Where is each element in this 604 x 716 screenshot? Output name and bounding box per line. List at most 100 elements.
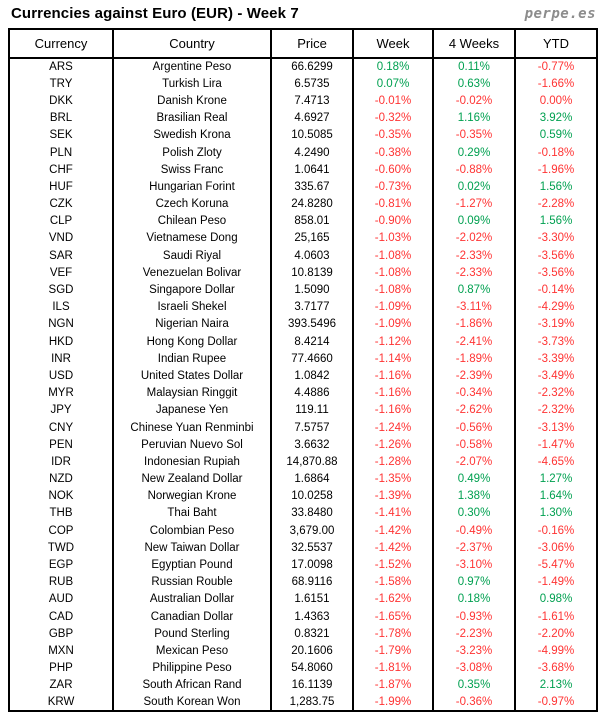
cell-country: Chilean Peso [112, 212, 272, 230]
titlebar: Currencies against Euro (EUR) - Week 7 p… [0, 0, 604, 28]
cell-code: IDR [8, 453, 114, 471]
cell-country: Philippine Peso [112, 659, 272, 677]
cell-week: -1.26% [352, 436, 434, 454]
cell-four_weeks: 0.29% [432, 143, 516, 162]
cell-country: Danish Krone [112, 92, 272, 110]
table-row: RUB Russian Rouble 68.9116 -1.58% 0.97% -1.49… [8, 573, 598, 591]
cell-ytd: -3.30% [514, 229, 598, 248]
cell-price: 17.0098 [270, 556, 354, 574]
cell-price: 1,283.75 [270, 693, 354, 712]
cell-country: Mexican Peso [112, 642, 272, 660]
cell-code: NOK [8, 487, 114, 505]
cell-price: 10.8139 [270, 264, 354, 282]
cell-four_weeks: -0.35% [432, 126, 516, 144]
cell-code: KRW [8, 693, 114, 712]
cell-country: Chinese Yuan Renminbi [112, 418, 272, 437]
cell-ytd: -3.56% [514, 264, 598, 282]
cell-week: -0.90% [352, 212, 434, 230]
cell-code: PHP [8, 659, 114, 677]
cell-country: Hungarian Forint [112, 178, 272, 196]
cell-ytd: -3.49% [514, 367, 598, 385]
table-row: IDR Indonesian Rupiah 14,870.88 -1.28% -2.07… [8, 453, 598, 471]
table-row: TRY Turkish Lira 6.5735 0.07% 0.63% -1.66% [8, 75, 598, 93]
cell-code: HUF [8, 178, 114, 196]
cell-country: Pound Sterling [112, 625, 272, 643]
cell-ytd: -4.29% [514, 298, 598, 316]
cell-week: 0.07% [352, 75, 434, 93]
cell-ytd: -0.16% [514, 522, 598, 540]
cell-four_weeks: -3.11% [432, 298, 516, 316]
cell-price: 25,165 [270, 229, 354, 248]
cell-code: MXN [8, 642, 114, 660]
cell-price: 858.01 [270, 212, 354, 230]
cell-price: 3.7177 [270, 298, 354, 316]
site-logo: perpe.es [524, 6, 596, 22]
cell-code: PLN [8, 143, 114, 162]
table-row: PEN Peruvian Nuevo Sol 3.6632 -1.26% -0.58% -… [8, 436, 598, 454]
cell-price: 77.4660 [270, 350, 354, 368]
cell-code: JPY [8, 401, 114, 419]
cell-country: Egyptian Pound [112, 556, 272, 574]
cell-ytd: -3.13% [514, 418, 598, 437]
cell-code: CLP [8, 212, 114, 230]
table-row: SGD Singapore Dollar 1.5090 -1.08% 0.87% -0.1… [8, 281, 598, 299]
column-header-week: Week [352, 28, 434, 59]
cell-price: 1.0641 [270, 161, 354, 179]
cell-ytd: -2.32% [514, 401, 598, 419]
cell-price: 32.5537 [270, 539, 354, 557]
cell-country: Malaysian Ringgit [112, 384, 272, 402]
cell-week: -1.08% [352, 281, 434, 299]
cell-four_weeks: -1.86% [432, 315, 516, 333]
cell-code: HKD [8, 333, 114, 351]
cell-price: 1.4363 [270, 608, 354, 626]
cell-week: -1.39% [352, 487, 434, 505]
header-row: Currency Country Price Week 4 Weeks YTD [8, 28, 598, 59]
cell-ytd: -4.65% [514, 453, 598, 471]
cell-four_weeks: -1.89% [432, 350, 516, 368]
table-row: NGN Nigerian Naira 393.5496 -1.09% -1.86% -3.… [8, 315, 598, 333]
cell-ytd: 0.98% [514, 590, 598, 608]
cell-four_weeks: -0.34% [432, 384, 516, 402]
table-row: KRW South Korean Won 1,283.75 -1.99% -0.36% -… [8, 693, 598, 712]
cell-price: 10.0258 [270, 487, 354, 505]
table-row: GBP Pound Sterling 0.8321 -1.78% -2.23% -2.20… [8, 625, 598, 643]
cell-week: -1.87% [352, 676, 434, 694]
cell-country: Israeli Shekel [112, 298, 272, 316]
cell-country: Indian Rupee [112, 350, 272, 368]
cell-four_weeks: -2.41% [432, 333, 516, 351]
cell-four_weeks: 1.16% [432, 109, 516, 127]
cell-price: 33.8480 [270, 504, 354, 523]
cell-country: Vietnamese Dong [112, 229, 272, 248]
cell-code: SEK [8, 126, 114, 144]
table-row: AUD Australian Dollar 1.6151 -1.62% 0.18% 0.9… [8, 590, 598, 608]
cell-code: RUB [8, 573, 114, 591]
cell-ytd: -1.61% [514, 608, 598, 626]
cell-four_weeks: -0.88% [432, 161, 516, 179]
cell-week: -1.08% [352, 247, 434, 265]
cell-ytd: -2.20% [514, 625, 598, 643]
table-row: HUF Hungarian Forint 335.67 -0.73% 0.02% 1.56… [8, 178, 598, 196]
cell-country: Canadian Dollar [112, 608, 272, 626]
cell-country: New Taiwan Dollar [112, 539, 272, 557]
cell-week: -1.16% [352, 384, 434, 402]
cell-ytd: -3.56% [514, 247, 598, 265]
table-row: ILS Israeli Shekel 3.7177 -1.09% -3.11% -4.29… [8, 298, 598, 316]
cell-week: -1.16% [352, 367, 434, 385]
cell-four_weeks: -2.37% [432, 539, 516, 557]
cell-code: CZK [8, 195, 114, 213]
cell-country: Venezuelan Bolivar [112, 264, 272, 282]
cell-code: CHF [8, 161, 114, 179]
cell-week: -1.14% [352, 350, 434, 368]
cell-week: -0.73% [352, 178, 434, 196]
cell-price: 10.5085 [270, 126, 354, 144]
cell-four_weeks: -3.23% [432, 642, 516, 660]
cell-ytd: -3.68% [514, 659, 598, 677]
cell-country: Australian Dollar [112, 590, 272, 608]
cell-code: THB [8, 504, 114, 523]
cell-ytd: -0.97% [514, 693, 598, 712]
cell-four_weeks: 0.63% [432, 75, 516, 93]
cell-ytd: 3.92% [514, 109, 598, 127]
cell-code: GBP [8, 625, 114, 643]
cell-ytd: 1.56% [514, 178, 598, 196]
table-row: CHF Swiss Franc 1.0641 -0.60% -0.88% -1.96% [8, 161, 598, 179]
